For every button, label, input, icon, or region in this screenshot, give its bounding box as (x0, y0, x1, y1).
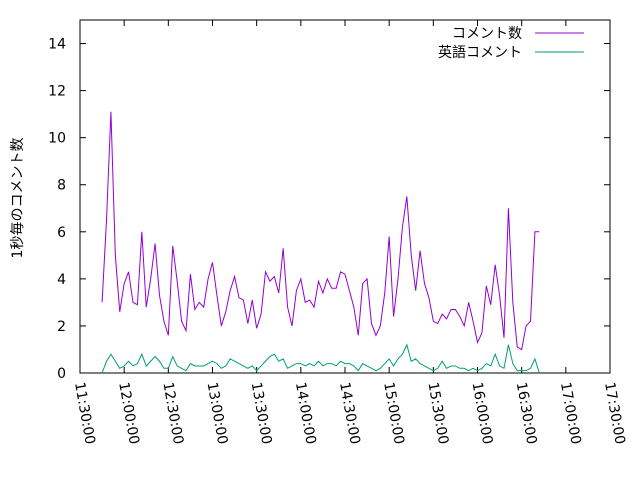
x-tick-label: 17:30:00 (601, 381, 628, 446)
series-line-1 (101, 111, 540, 351)
y-tick-label: 4 (57, 272, 66, 288)
legend-label-1: コメント数 (452, 26, 522, 42)
x-tick-label: 15:30:00 (424, 381, 451, 446)
legend-label-2: 英語コメント (438, 44, 522, 61)
y-tick-label: 14 (48, 37, 66, 53)
series-line-2 (101, 343, 540, 374)
y-tick-label: 10 (48, 131, 66, 147)
y-axis-label: 1秒毎のコメント数 (10, 138, 26, 259)
y-tick-label: 6 (57, 225, 66, 241)
x-tick-label: 14:30:00 (336, 381, 363, 446)
y-tick-label: 8 (57, 178, 66, 194)
x-tick-label: 13:00:00 (204, 381, 231, 446)
x-tick-label: 14:00:00 (292, 381, 319, 446)
x-tick-label: 12:00:00 (115, 381, 142, 446)
x-tick-label: 16:00:00 (469, 381, 496, 446)
x-tick-label: 15:00:00 (380, 381, 407, 446)
x-tick-label: 16:30:00 (513, 381, 540, 446)
x-axis: 11:30:00 12:00:00 12:30:00 13:00:00 13:30:00… (71, 20, 628, 446)
x-tick-label: 13:30:00 (248, 381, 275, 446)
x-tick-label: 12:30:00 (159, 381, 186, 446)
series-layer (101, 111, 540, 374)
x-tick-label: 17:00:00 (557, 381, 584, 446)
y-tick-label: 12 (48, 84, 66, 100)
x-tick-label: 11:30:00 (71, 381, 98, 446)
y-tick-label: 0 (57, 366, 66, 382)
y-axis: 0 2 4 6 8 10 12 14 (48, 37, 610, 382)
y-tick-label: 2 (57, 319, 66, 335)
